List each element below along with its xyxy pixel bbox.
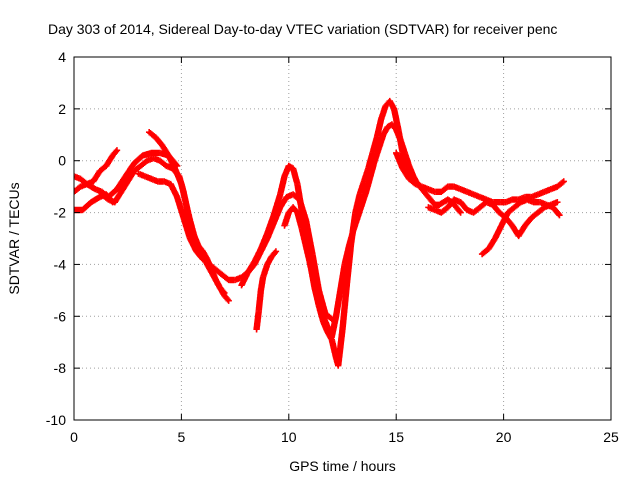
y-tick-label: 4 — [58, 49, 66, 65]
grid-lines — [74, 57, 611, 420]
plot-frame — [73, 56, 612, 421]
y-axis-label: SDTVAR / TECUs — [6, 182, 22, 294]
series-track-i — [393, 149, 567, 206]
series-track-e — [145, 128, 232, 304]
y-tick-label: 2 — [58, 101, 66, 117]
y-tick-label: -6 — [54, 308, 67, 324]
x-tick-label: 25 — [603, 429, 619, 445]
series-trace — [393, 151, 566, 206]
x-tick-label: 20 — [496, 429, 512, 445]
series-track-c — [74, 149, 181, 201]
series-track-k — [478, 196, 563, 258]
axis-ticks: 0 5 10 15 20 25 -10 -8 -6 -4 -2 0 2 4 — [46, 49, 619, 445]
series-trace — [281, 122, 463, 339]
series-trace — [253, 249, 278, 332]
y-tick-label: -2 — [54, 205, 67, 221]
series-track-l — [253, 248, 280, 333]
series-track-a — [74, 147, 121, 196]
series-trace — [100, 155, 227, 295]
data-points — [74, 97, 567, 369]
x-tick-label: 0 — [70, 429, 78, 445]
series-trace — [74, 149, 180, 200]
x-tick-label: 5 — [178, 429, 186, 445]
y-tick-label: -4 — [54, 256, 67, 272]
y-tick-label: 0 — [58, 153, 66, 169]
y-tick-label: -10 — [46, 412, 66, 428]
x-axis-label: GPS time / hours — [289, 458, 396, 474]
y-tick-label: -8 — [54, 360, 67, 376]
series-track-d — [98, 154, 228, 297]
x-tick-label: 10 — [281, 429, 297, 445]
chart-title: Day 303 of 2014, Sidereal Day-to-day VTE… — [48, 21, 557, 37]
series-trace — [480, 197, 562, 257]
x-tick-label: 15 — [388, 429, 404, 445]
